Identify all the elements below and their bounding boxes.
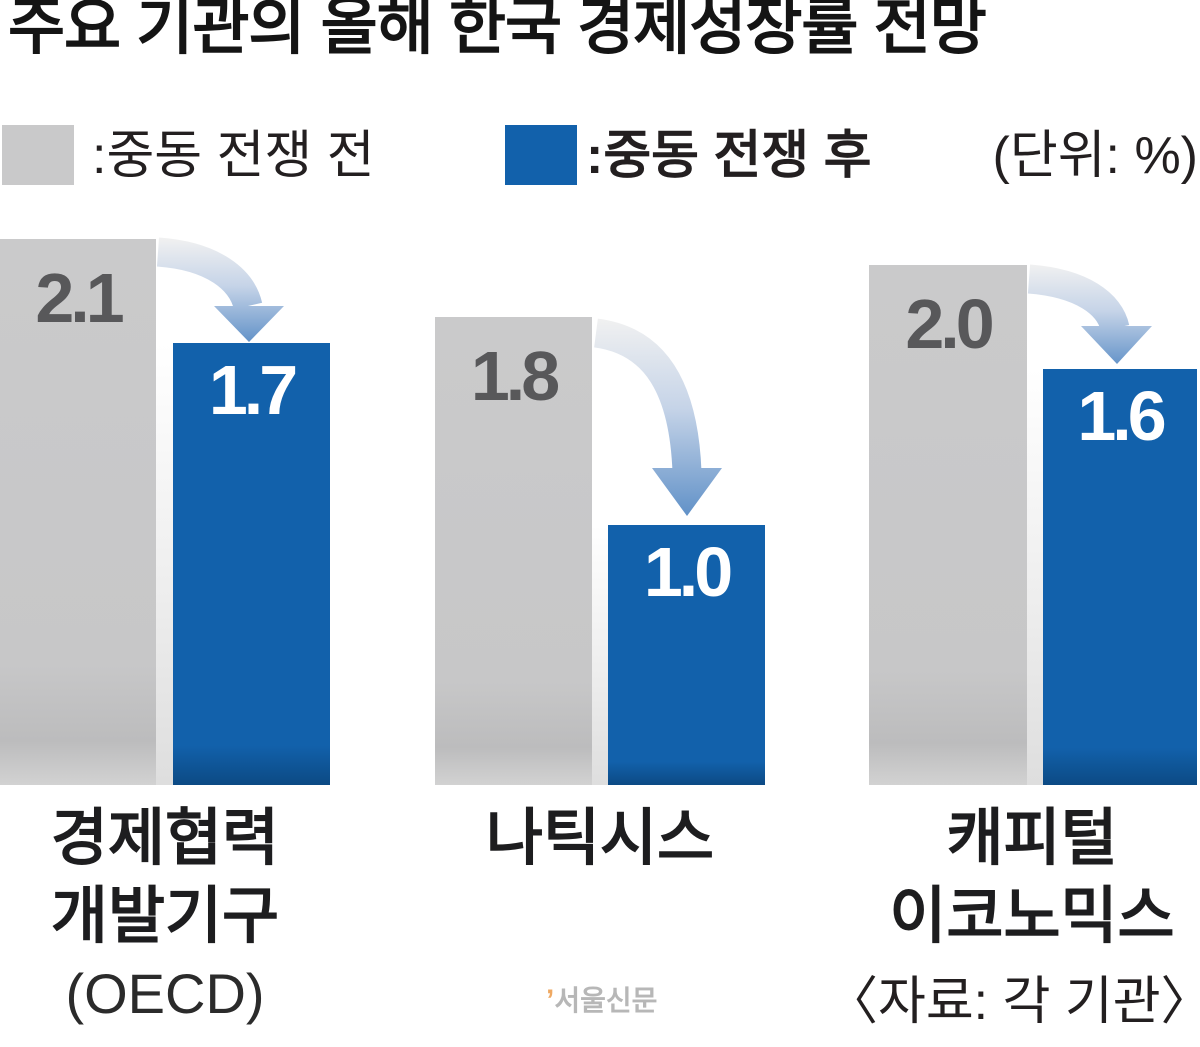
bar-before-oecd: 2.1 <box>0 239 156 785</box>
unit-label: (단위: %) <box>992 127 1198 185</box>
category-label-line: 이코노믹스 <box>889 882 1175 951</box>
legend-swatch-before <box>2 125 74 185</box>
publisher-watermark: ’서울신문 <box>546 984 657 1018</box>
value-after-oecd: 1.7 <box>208 351 298 429</box>
bar-after-natixis: 1.0 <box>608 525 765 785</box>
value-before-capital-economics: 2.0 <box>905 285 994 363</box>
category-label-line: 캐피털 <box>946 804 1118 873</box>
legend-label-before: :중동 전쟁 전 <box>92 127 375 185</box>
bar-gap-highlight <box>1027 369 1043 785</box>
category-label-line: 나틱시스 <box>485 804 715 873</box>
decline-arrow-icon <box>593 318 722 516</box>
category-sub-label-oecd: (OECD) <box>65 962 265 1025</box>
bar-before-capital-economics: 2.0 <box>869 265 1027 785</box>
page-title: 주요 기관의 올해 한국 경제성장률 전망 <box>8 0 987 62</box>
legend-label-after: :중동 전쟁 후 <box>586 127 872 185</box>
value-after-capital-economics: 1.6 <box>1077 377 1166 455</box>
watermark-name: 서울신문 <box>554 985 658 1016</box>
watermark-quote-icon: ’ <box>546 984 555 1017</box>
category-label-natixis: 나틱시스 <box>430 800 770 878</box>
decline-arrow-icon <box>156 237 284 342</box>
value-before-oecd: 2.1 <box>35 259 124 337</box>
value-before-natixis: 1.8 <box>470 337 560 415</box>
category-label-line: 경제협력 <box>50 804 280 873</box>
legend-swatch-after <box>505 125 577 185</box>
category-label-oecd: 경제협력 개발기구 (OECD) <box>0 800 342 1032</box>
bar-after-oecd: 1.7 <box>173 343 330 785</box>
source-label: 〈자료: 각 기관〉 <box>826 973 1200 1031</box>
bar-before-natixis: 1.8 <box>435 317 592 785</box>
value-after-natixis: 1.0 <box>643 533 733 611</box>
bar-gap-highlight <box>156 343 173 785</box>
category-label-line: 개발기구 <box>50 882 280 951</box>
category-label-capital-economics: 캐피털 이코노믹스 <box>858 800 1200 956</box>
bar-gap-highlight <box>592 525 608 785</box>
bar-after-capital-economics: 1.6 <box>1043 369 1197 785</box>
decline-arrow-icon <box>1027 264 1152 364</box>
